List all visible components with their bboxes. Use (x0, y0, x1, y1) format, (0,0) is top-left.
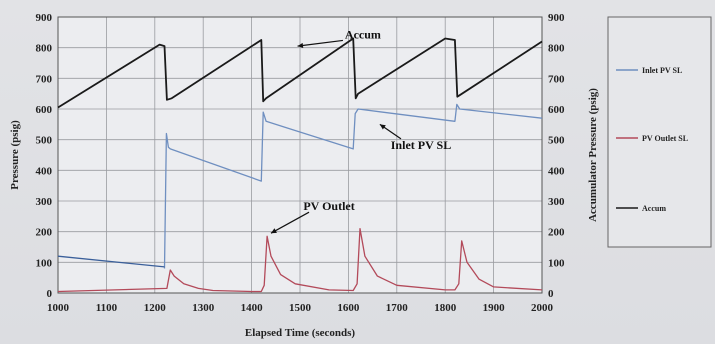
series-line-pv-outlet-sl (57, 227, 543, 293)
y-right-tick-label: 700 (548, 73, 565, 85)
y-left-tick-label: 300 (36, 196, 53, 208)
x-tick-label: 1100 (96, 302, 118, 314)
y-right-tick-label: 900 (548, 12, 565, 24)
y-left-tick-label: 100 (36, 257, 53, 269)
x-tick-label: 1600 (337, 302, 360, 314)
y-right-tick-label: 300 (548, 196, 565, 208)
y-right-tick-label: 400 (548, 165, 565, 177)
y-left-tick-label: 600 (36, 104, 53, 116)
annotation-arrowhead (379, 124, 386, 130)
y-left-tick-label: 500 (36, 135, 53, 147)
y-left-tick-label: 400 (36, 165, 53, 177)
x-tick-label: 1400 (241, 302, 264, 314)
y-right-tick-label: 500 (548, 135, 565, 147)
x-axis-label: Elapsed Time (seconds) (245, 327, 356, 339)
annotation-label: PV Outlet (303, 199, 354, 213)
y-left-tick-label: 700 (36, 73, 53, 85)
x-tick-label: 1000 (47, 302, 70, 314)
x-tick-label: 1200 (144, 302, 167, 314)
series-line-inlet-pv-sl (163, 103, 543, 269)
legend-label: PV Outlet SL (642, 134, 688, 143)
annotation-arrow (270, 211, 310, 234)
annotation-label: Inlet PV SL (391, 138, 451, 152)
series-line-series-3 (57, 255, 165, 268)
x-tick-label: 1900 (483, 302, 506, 314)
annotation-arrowhead (297, 42, 304, 49)
annotation-arrowhead (270, 228, 277, 234)
x-tick-label: 1300 (192, 302, 215, 314)
x-tick-label: 2000 (531, 302, 554, 314)
y-right-tick-label: 600 (548, 104, 565, 116)
series-line-accum (57, 37, 543, 109)
y-left-tick-label: 0 (47, 288, 53, 300)
y-right-tick-label: 0 (548, 288, 554, 300)
y-right-tick-label: 200 (548, 227, 565, 239)
x-tick-label: 1800 (434, 302, 457, 314)
y-axis-left-label: Pressure (psig) (9, 120, 21, 190)
annotation-arrow (297, 39, 343, 47)
legend-label: Accum (642, 204, 666, 213)
x-tick-label: 1500 (289, 302, 312, 314)
legend-label: Inlet PV SL (642, 66, 682, 75)
y-right-tick-label: 100 (548, 257, 565, 269)
annotation-label: Accum (345, 27, 381, 41)
y-right-tick-label: 800 (548, 43, 565, 55)
plot-border (57, 16, 543, 294)
x-tick-label: 1700 (386, 302, 409, 314)
y-left-tick-label: 800 (36, 43, 53, 55)
y-left-tick-label: 900 (36, 12, 53, 24)
y-left-tick-label: 200 (36, 227, 53, 239)
y-axis-right-label: Accumulator Pressure (psig) (587, 88, 599, 222)
